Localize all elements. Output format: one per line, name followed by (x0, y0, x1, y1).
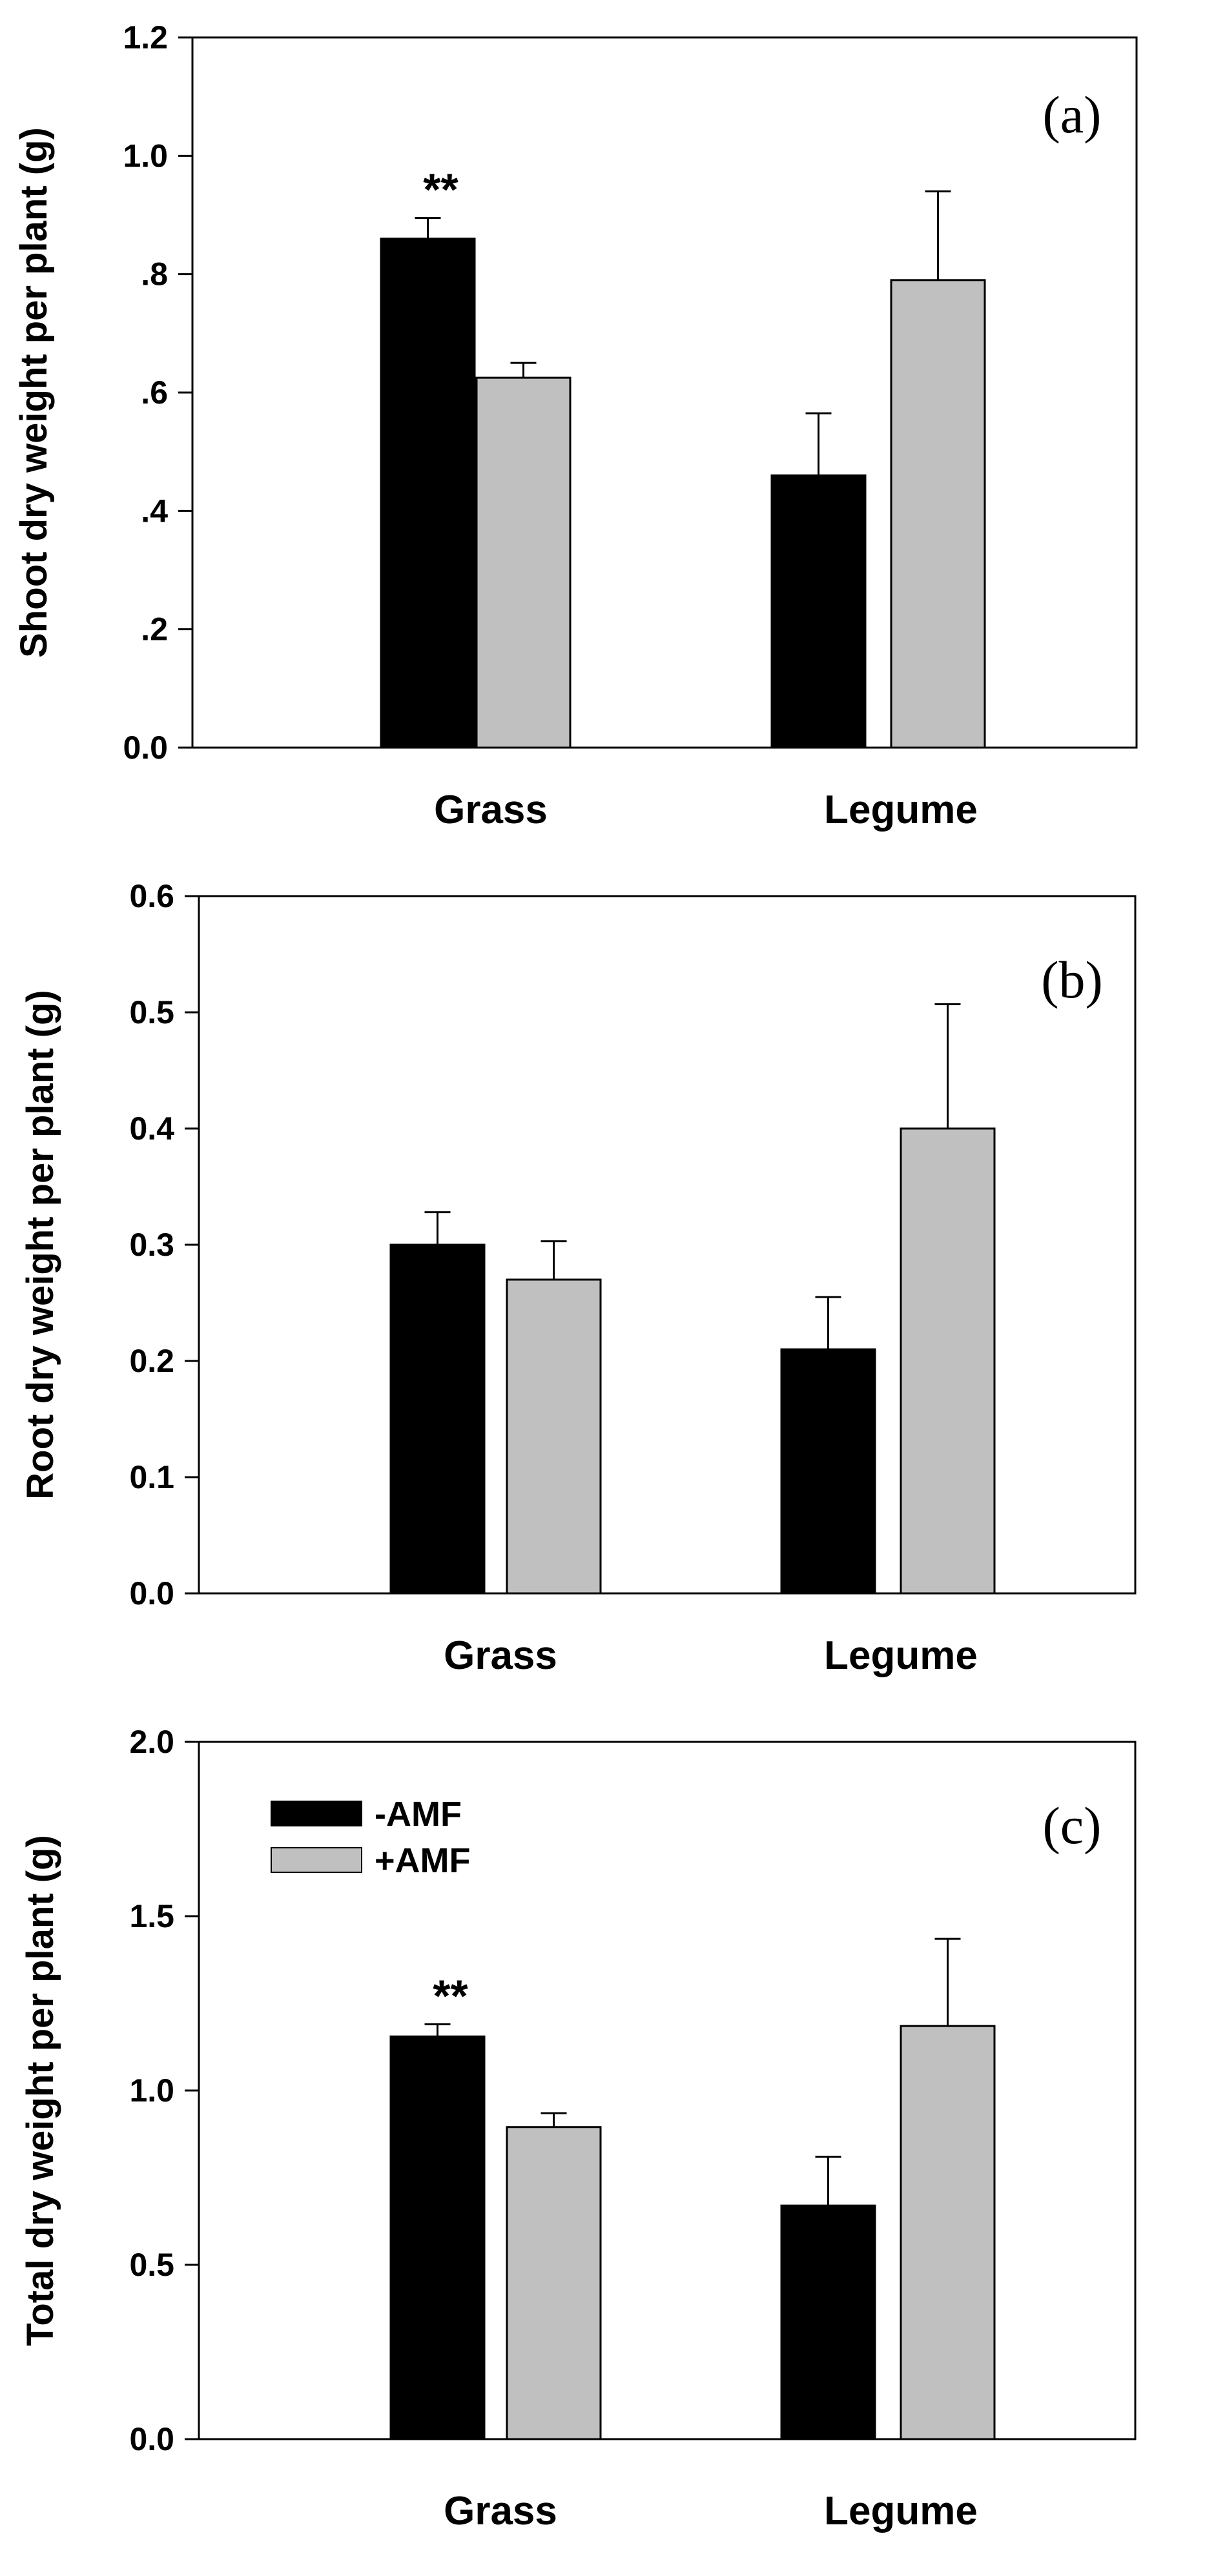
y-tick-label: .2 (141, 611, 168, 648)
panel-label: (a) (1042, 85, 1101, 144)
bar-grass-plus-amf (475, 376, 572, 749)
bar-legume-minus-amf (770, 474, 867, 749)
category-label-grass: Grass (444, 1633, 557, 1678)
y-tick-label: 0.0 (129, 2421, 174, 2457)
y-tick-label: .6 (141, 374, 168, 411)
y-axis-label: Shoot dry weight per plant (g) (13, 127, 55, 658)
significance-marker: ** (433, 1970, 468, 2021)
panel-label: (c) (1042, 1796, 1101, 1855)
panel-b: Root dry weight per plant (g) (b) Grass … (19, 878, 1137, 1678)
category-label-grass: Grass (434, 788, 548, 832)
y-tick-label: 0.0 (123, 730, 168, 766)
plot-frame (191, 36, 1138, 749)
panel-c: Total dry weight per plant (g) (c) Grass… (19, 1724, 1137, 2533)
category-label-legume: Legume (824, 2489, 978, 2533)
category-label-legume: Legume (824, 788, 978, 832)
bar-grass-plus-amf (506, 1278, 602, 1595)
y-tick-label: 0.6 (129, 878, 174, 914)
y-tick-label: 2.0 (129, 1724, 174, 1760)
bar-legume-plus-amf (900, 1127, 996, 1595)
significance-marker: ** (423, 165, 458, 215)
y-tick-label: 1.0 (129, 2072, 174, 2109)
legend-label-plus-amf: +AMF (375, 1841, 471, 1880)
bar-grass-plus-amf (506, 2126, 602, 2440)
panel-label: (b) (1041, 950, 1103, 1009)
bar-grass-minus-amf (380, 238, 476, 749)
bar-legume-plus-amf (900, 2025, 996, 2440)
legend-swatch-minus-amf (271, 1801, 362, 1826)
bar-legume-minus-amf (780, 1348, 876, 1595)
y-tick-label: 0.2 (129, 1343, 174, 1379)
y-tick-label: 0.4 (129, 1110, 174, 1147)
y-tick-label: 0.5 (129, 994, 174, 1030)
y-tick-label: 0.3 (129, 1227, 174, 1263)
legend-label-minus-amf: -AMF (375, 1795, 462, 1834)
bar-legume-minus-amf (780, 2204, 876, 2440)
category-label-legume: Legume (824, 1633, 978, 1678)
bar-grass-minus-amf (389, 2035, 486, 2440)
y-tick-label: .8 (141, 256, 168, 292)
y-tick-label: 0.5 (129, 2247, 174, 2283)
category-label-grass: Grass (444, 2489, 557, 2533)
legend: -AMF +AMF (271, 1795, 471, 1880)
y-tick-label: .4 (141, 493, 168, 529)
y-tick-label: 0.0 (129, 1575, 174, 1611)
bar-grass-minus-amf (389, 1243, 486, 1595)
legend-swatch-plus-amf (271, 1847, 362, 1873)
y-tick-label: 1.5 (129, 1898, 174, 1934)
panel-a: Shoot dry weight per plant (g) (a) Grass… (13, 19, 1138, 832)
y-axis-label: Root dry weight per plant (g) (19, 990, 61, 1499)
y-tick-label: 0.1 (129, 1459, 174, 1495)
y-tick-label: 1.2 (123, 19, 168, 56)
y-axis-label: Total dry weight per plant (g) (19, 1835, 61, 2346)
y-tick-label: 1.0 (123, 138, 168, 174)
bar-legume-plus-amf (890, 279, 986, 749)
